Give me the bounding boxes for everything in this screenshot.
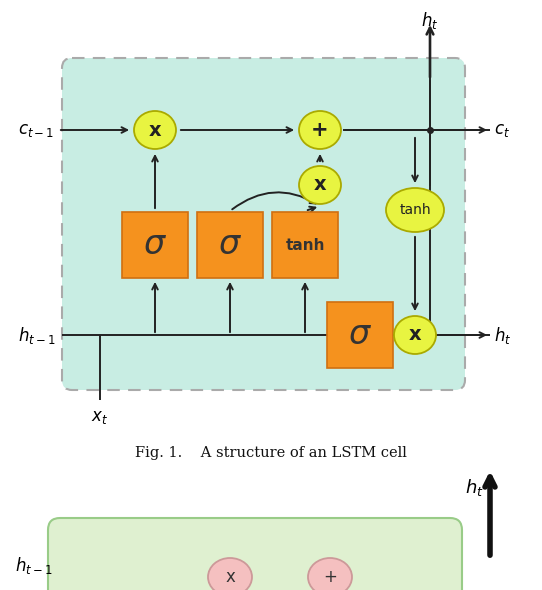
Ellipse shape [299, 111, 341, 149]
FancyBboxPatch shape [122, 212, 188, 278]
Text: $h_{t-1}$: $h_{t-1}$ [18, 324, 56, 346]
Ellipse shape [299, 166, 341, 204]
Text: $x_t$: $x_t$ [92, 408, 108, 426]
Text: x: x [409, 326, 421, 345]
FancyBboxPatch shape [327, 302, 393, 368]
Ellipse shape [386, 188, 444, 232]
Text: $\sigma$: $\sigma$ [218, 228, 242, 261]
Text: $\sigma$: $\sigma$ [143, 228, 167, 261]
Text: Fig. 1.    A structure of an LSTM cell: Fig. 1. A structure of an LSTM cell [135, 446, 407, 460]
Text: tanh: tanh [285, 238, 325, 253]
Text: $h_t$: $h_t$ [421, 10, 438, 31]
Ellipse shape [394, 316, 436, 354]
FancyBboxPatch shape [272, 212, 338, 278]
Ellipse shape [208, 558, 252, 590]
FancyBboxPatch shape [62, 58, 465, 390]
Text: $c_t$: $c_t$ [494, 121, 510, 139]
Text: $h_t$: $h_t$ [494, 324, 512, 346]
FancyBboxPatch shape [48, 518, 462, 590]
FancyBboxPatch shape [197, 212, 263, 278]
Text: tanh: tanh [399, 203, 431, 217]
Text: +: + [323, 568, 337, 586]
Text: x: x [314, 175, 326, 195]
Text: $\sigma$: $\sigma$ [348, 319, 372, 352]
Text: $h_{t-1}$: $h_{t-1}$ [15, 555, 53, 575]
Text: $h_t$: $h_t$ [465, 477, 484, 497]
Text: $c_{t-1}$: $c_{t-1}$ [18, 121, 54, 139]
Text: +: + [311, 120, 329, 140]
Ellipse shape [134, 111, 176, 149]
Text: x: x [149, 120, 162, 139]
Ellipse shape [308, 558, 352, 590]
Text: x: x [225, 568, 235, 586]
